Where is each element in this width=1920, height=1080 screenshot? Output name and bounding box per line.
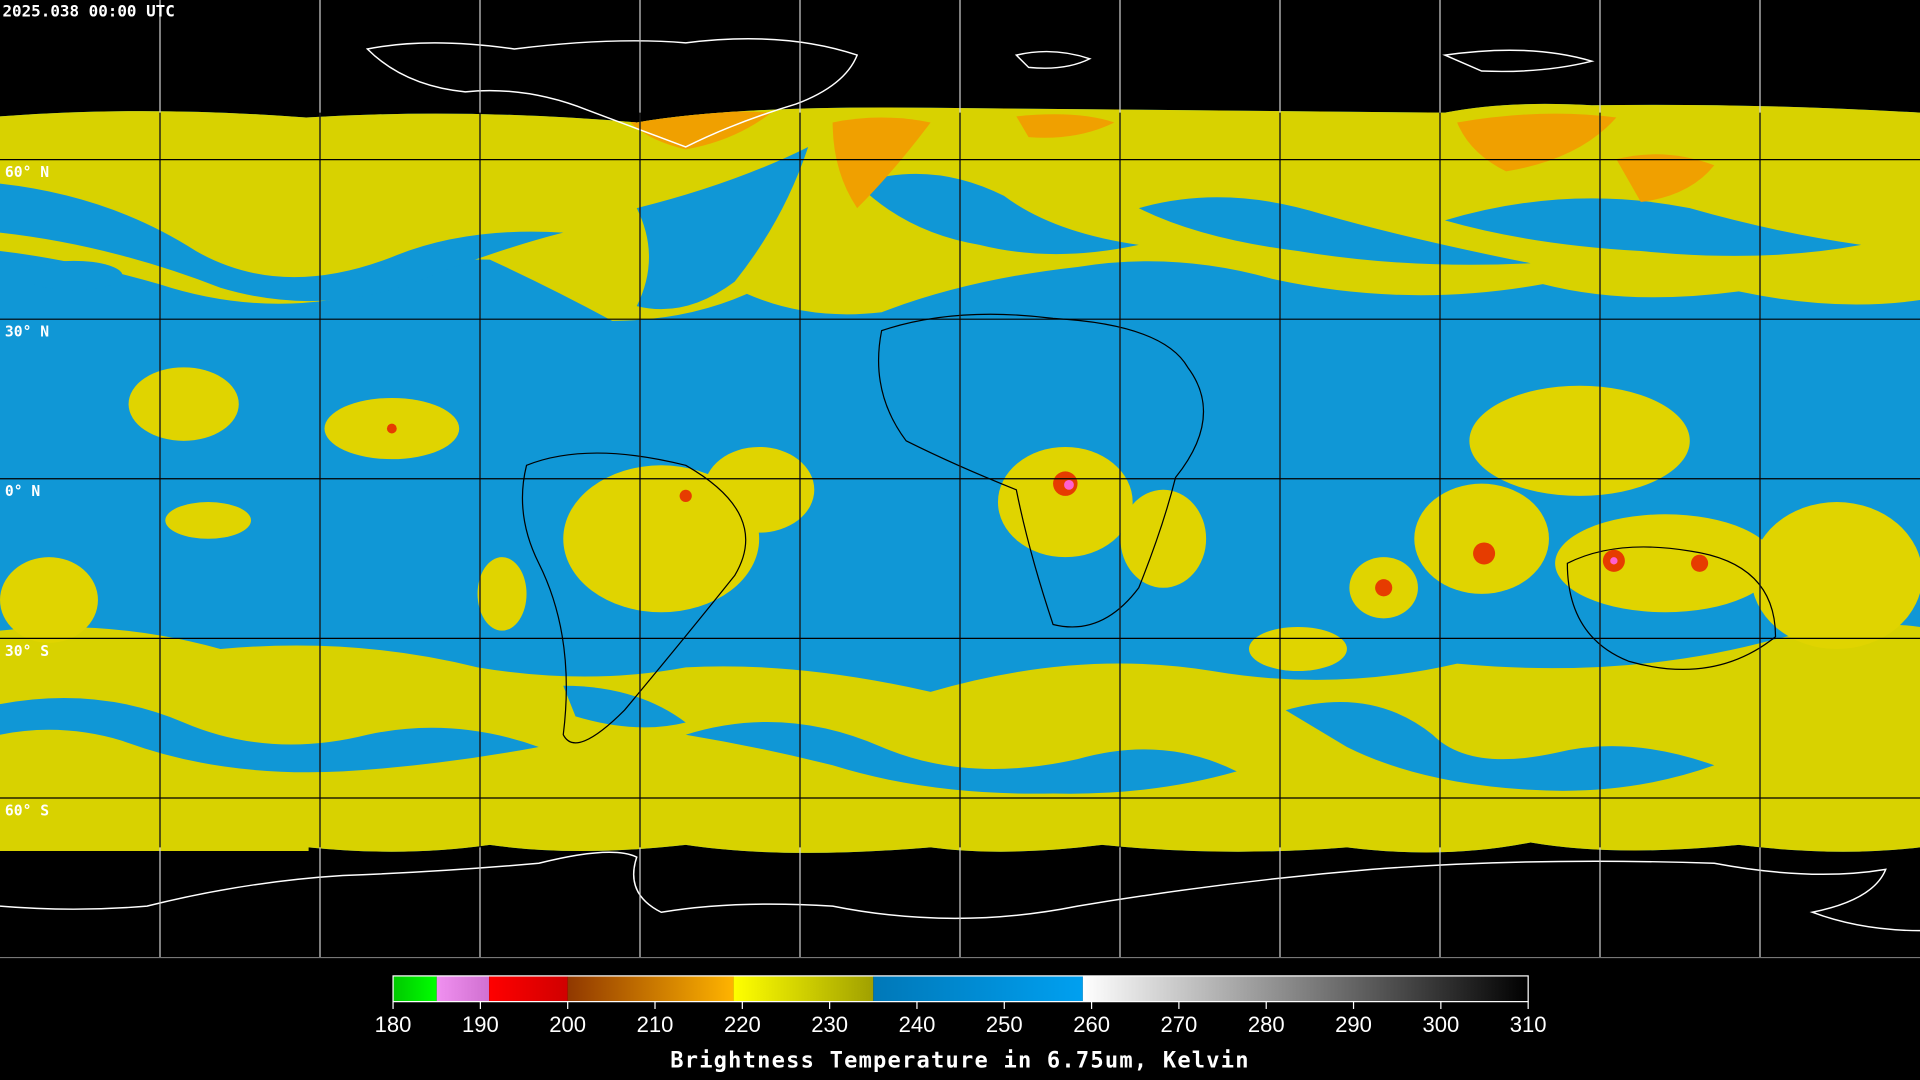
colorbar-label: Brightness Temperature in 6.75um, Kelvin <box>670 1049 1250 1074</box>
north-dry-slots <box>0 146 1862 310</box>
colorbar-tick-label: 230 <box>811 1012 848 1037</box>
colorbar-tick-label: 200 <box>549 1012 586 1037</box>
colorbar-frame <box>392 975 1529 1003</box>
colorbar-tick-label: 310 <box>1510 1012 1547 1037</box>
colorbar-tick-label: 220 <box>724 1012 761 1037</box>
latitude-label: 30° S <box>5 643 49 660</box>
deep-convection <box>386 423 1709 597</box>
coastlines <box>521 313 1777 744</box>
colorbar-tick-label: 270 <box>1161 1012 1198 1037</box>
colorbar-tick-label: 280 <box>1248 1012 1285 1037</box>
latitude-label: 30° N <box>5 324 49 341</box>
coldest-tops <box>1064 480 1618 565</box>
latitude-label: 60° N <box>5 164 49 181</box>
latitude-label: 60° S <box>5 802 49 819</box>
colorbar-segment <box>733 975 874 1002</box>
colorbar-tick-label: 250 <box>986 1012 1023 1037</box>
colorbar-tick-label: 180 <box>375 1012 412 1037</box>
colorbar: 180 190 200 210 220 230 240 250 260 270 280 290 300 3… <box>375 975 1547 1037</box>
colorbar-segment <box>393 975 437 1002</box>
colorbar-segment <box>436 975 490 1002</box>
colorbar-tick-label: 190 <box>462 1012 499 1037</box>
timestamp: 2025.038 00:00 UTC <box>2 2 174 21</box>
graticule: 60° N 30° N 0° N 30° S 60° S <box>0 0 1920 958</box>
colorbar-tick-label: 210 <box>637 1012 674 1037</box>
coastlines-polar <box>0 38 1920 932</box>
colorbar-tick-label: 300 <box>1422 1012 1459 1037</box>
south-dry-slots <box>0 685 1715 794</box>
colorbar-segment <box>873 975 1083 1002</box>
colorbar-tick-label: 260 <box>1073 1012 1110 1037</box>
colorbar-tick-label: 290 <box>1335 1012 1372 1037</box>
colorbar-tick-label: 240 <box>899 1012 936 1037</box>
colorbar-segment <box>1082 975 1529 1002</box>
colorbar-segment <box>489 975 568 1002</box>
colorbar-segment <box>567 975 734 1002</box>
latitude-label: 0° N <box>5 483 40 500</box>
